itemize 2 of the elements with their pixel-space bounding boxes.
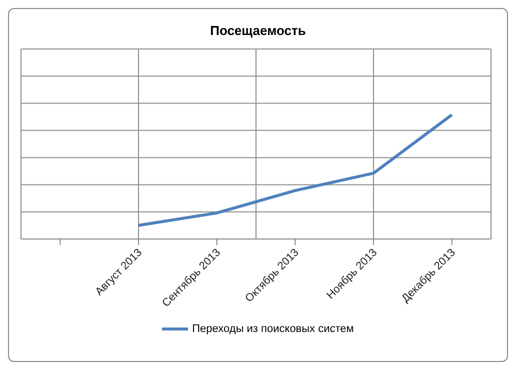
- chart-title: Посещаемость: [209, 23, 307, 38]
- legend-label: Переходы из поисковых систем: [192, 323, 354, 335]
